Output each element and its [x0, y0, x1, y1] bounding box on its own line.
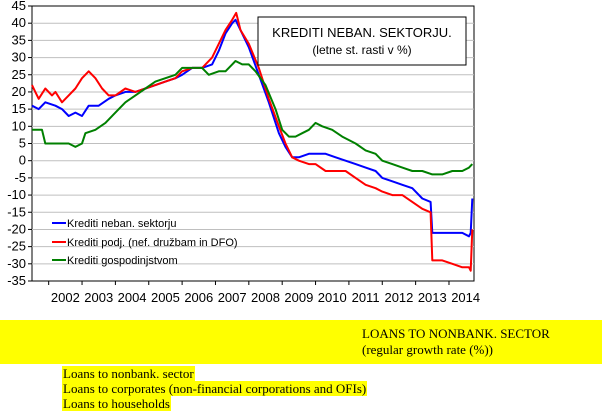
x-tick-label: 2009 — [284, 290, 313, 305]
x-tick-label: 2007 — [218, 290, 247, 305]
y-tick-label: 40 — [12, 15, 26, 30]
x-tick-label: 2013 — [418, 290, 447, 305]
translation-legend-loans-nonbank: Loans to nonbank. sector — [62, 366, 195, 381]
x-tick-label: 2012 — [384, 290, 413, 305]
x-axis-tick-labels: 2002 2003 2004 2005 2006 2007 2008 2009 2010 2011… — [51, 290, 480, 305]
translation-subtitle: (regular growth rate (%)) — [361, 342, 495, 357]
x-tick-label: 2005 — [151, 290, 180, 305]
y-tick-label: 45 — [12, 0, 26, 13]
legend-label-loans-corporates: Krediti podj. (nef. družbam in DFO) — [67, 237, 238, 249]
series-line-0 — [31, 18, 474, 238]
x-tick-label: 2004 — [118, 290, 147, 305]
y-tick-label: -5 — [14, 170, 26, 185]
title-box — [257, 16, 467, 66]
series-lines — [31, 11, 474, 272]
line-chart: 45 40 35 30 25 20 15 10 5 0 -5 -10 -15 -20 -25 -30 -35 2… — [7, 0, 480, 305]
legend-label-loans-households: Krediti gospodinjstvom — [67, 255, 178, 267]
y-tick-label: 0 — [19, 153, 26, 168]
chart-subtitle: (letne st. rasti v %) — [312, 43, 411, 57]
x-tick-label: 2010 — [318, 290, 347, 305]
y-tick-label: 35 — [12, 32, 26, 47]
series-line-2 — [32, 60, 474, 176]
y-tick-label: -25 — [7, 239, 26, 254]
translation-legend-loans-corporates: Loans to corporates (non-financial corpo… — [62, 381, 368, 396]
y-tick-label: 15 — [12, 101, 26, 116]
y-tick-label: 20 — [12, 84, 26, 99]
legend-label-loans-nonbank: Krediti neban. sektorju — [67, 218, 176, 230]
translation-title: LOANS TO NONBANK. SECTOR — [361, 326, 551, 341]
x-tick-label: 2003 — [84, 290, 113, 305]
x-tick-label: 2011 — [352, 290, 380, 305]
y-tick-label: -10 — [7, 187, 26, 202]
y-tick-label: 30 — [12, 50, 26, 65]
x-tick-label: 2002 — [51, 290, 80, 305]
y-tick-label: -15 — [7, 204, 26, 219]
y-axis-tick-labels: 45 40 35 30 25 20 15 10 5 0 -5 -10 -15 -20 -25 -30 -35 — [7, 0, 26, 288]
y-tick-label: 25 — [12, 67, 26, 82]
legend: Krediti neban. sektorju Krediti podj. (n… — [52, 218, 238, 267]
x-tick-label: 2006 — [184, 290, 213, 305]
x-tick-label: 2014 — [451, 290, 480, 305]
y-tick-label: -35 — [7, 273, 26, 288]
chart-title: KREDITI NEBAN. SEKTORJU. — [272, 25, 452, 40]
x-tick-label: 2008 — [251, 290, 280, 305]
y-tick-label: -30 — [7, 256, 26, 271]
translation-legend-loans-households: Loans to households — [62, 396, 171, 411]
y-tick-label: 10 — [12, 118, 26, 133]
y-tick-label: 5 — [19, 136, 26, 151]
y-tick-label: -20 — [7, 221, 26, 236]
series-line-1 — [31, 11, 474, 272]
